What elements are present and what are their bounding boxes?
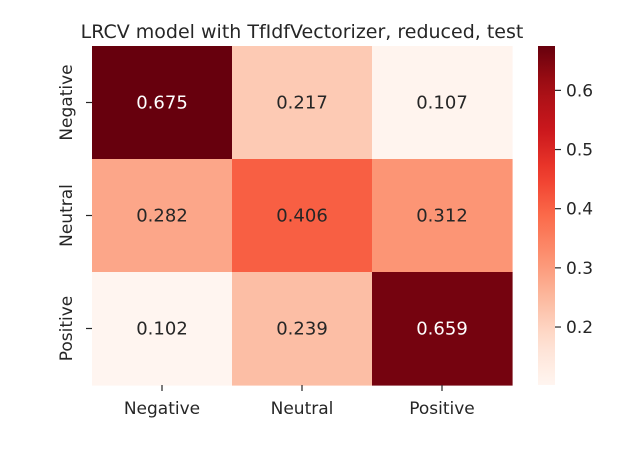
cell-value-label: 0.406 <box>276 206 328 227</box>
colorbar-tick-label: 0.2 <box>566 318 593 338</box>
x-tick-label: Negative <box>124 399 200 419</box>
heatmap-cell <box>372 272 513 386</box>
colorbar-tick-label: 0.5 <box>566 141 593 161</box>
cell-value-label: 0.282 <box>136 206 188 227</box>
cell-value-label: 0.239 <box>276 319 328 340</box>
cell-value-label: 0.659 <box>416 319 468 340</box>
x-tick-label: Neutral <box>271 399 334 419</box>
heatmap-cell <box>372 159 513 273</box>
heatmap-cells <box>92 46 513 386</box>
heatmap-cell <box>92 159 233 273</box>
cell-value-label: 0.107 <box>416 93 468 114</box>
heatmap-cell <box>92 46 233 160</box>
colorbar-tick-label: 0.4 <box>566 200 593 220</box>
colorbar-gradient-bar <box>538 46 555 385</box>
heatmap-cell <box>232 159 373 273</box>
heatmap-cell <box>232 272 373 386</box>
x-axis: Negative Neutral Positive <box>124 385 475 419</box>
colorbar-tick-label: 0.3 <box>566 259 593 279</box>
y-tick-label: Neutral <box>57 184 77 247</box>
cell-value-label: 0.217 <box>276 93 328 114</box>
heatmap-annotations: 0.675 0.217 0.107 0.282 0.406 0.312 0.102 0.239… <box>136 93 468 340</box>
y-tick-label: Negative <box>57 64 77 140</box>
colorbar: 0.2 0.3 0.4 0.5 0.6 <box>538 46 593 385</box>
heatmap-cell <box>232 46 373 160</box>
y-axis: Negative Neutral Positive <box>57 64 92 361</box>
cell-value-label: 0.312 <box>416 206 468 227</box>
chart-title: LRCV model with TfIdfVectorizer, reduced… <box>81 21 524 43</box>
cell-value-label: 0.675 <box>136 93 188 114</box>
x-tick-label: Positive <box>409 399 475 419</box>
heatmap-cell <box>372 46 513 160</box>
y-tick-label: Positive <box>57 296 77 362</box>
cell-value-label: 0.102 <box>136 319 188 340</box>
colorbar-tick-label: 0.6 <box>566 81 593 101</box>
heatmap-cell <box>92 272 233 386</box>
